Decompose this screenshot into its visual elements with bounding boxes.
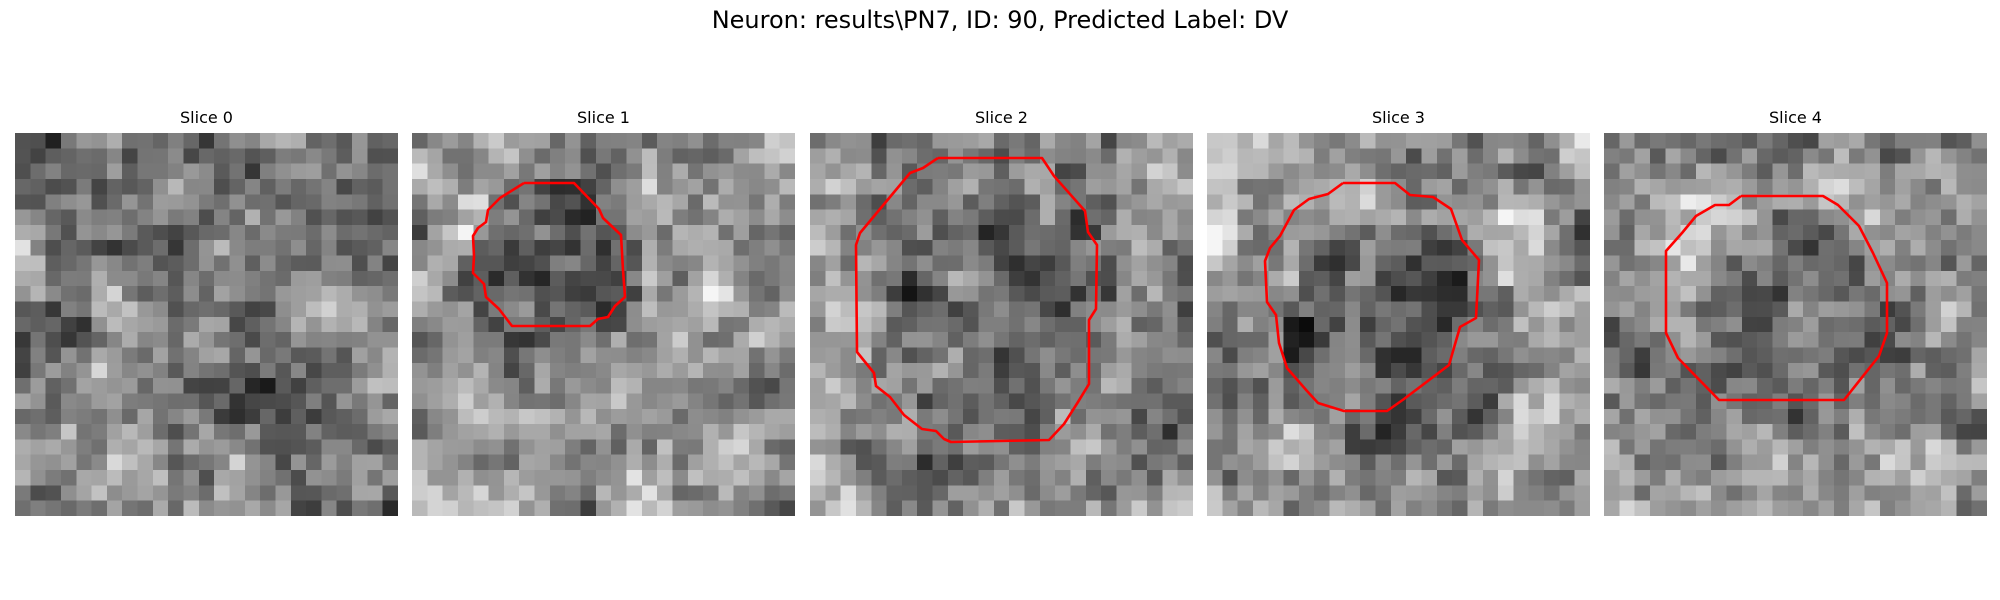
slice-3-image	[1207, 133, 1590, 516]
slice-2-title: Slice 2	[975, 108, 1028, 127]
slice-1-image	[412, 133, 795, 516]
slice-4-contour-layer	[1664, 194, 1889, 402]
slice-2-contour	[854, 156, 1099, 444]
slice-0-panel	[15, 133, 398, 516]
slice-0-title: Slice 0	[180, 108, 233, 127]
slice-1-panel	[412, 133, 795, 516]
slice-1-title: Slice 1	[577, 108, 630, 127]
slice-1-contour	[471, 181, 627, 328]
slice-2-image	[810, 133, 1193, 516]
slice-3-panel	[1207, 133, 1590, 516]
slice-3-contour	[1263, 181, 1481, 413]
slice-3-title: Slice 3	[1372, 108, 1425, 127]
slice-2-panel	[810, 133, 1193, 516]
slice-4-title: Slice 4	[1769, 108, 1822, 127]
slice-4-panel	[1604, 133, 1987, 516]
slice-0-image	[15, 133, 398, 516]
slice-3-contour-layer	[1263, 181, 1481, 413]
figure-title: Neuron: results\PN7, ID: 90, Predicted L…	[711, 6, 1289, 34]
slice-1-contour-layer	[471, 181, 627, 328]
slice-4-contour	[1664, 194, 1889, 402]
slice-2-contour-layer	[854, 156, 1099, 444]
